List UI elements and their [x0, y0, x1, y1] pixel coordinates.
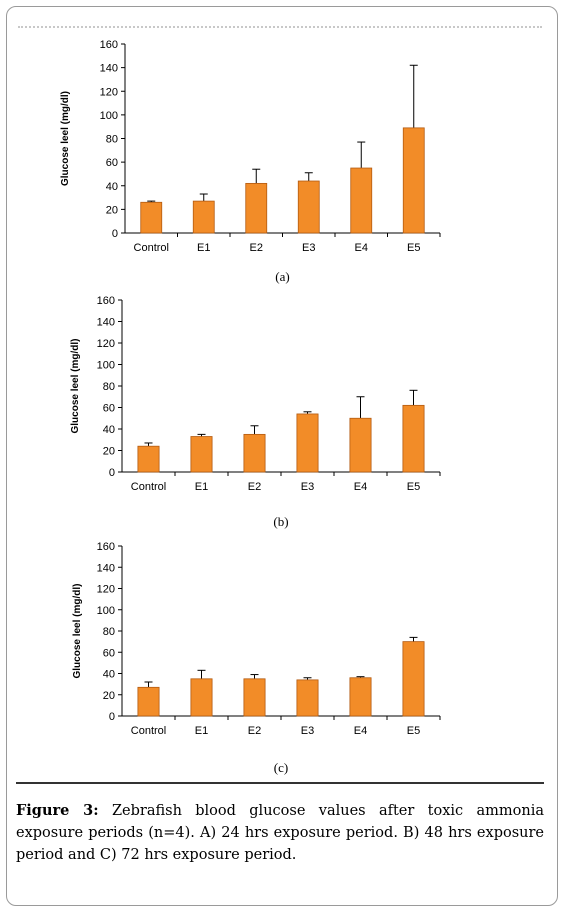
x-tick-label-e2: E2: [250, 242, 263, 254]
y-tick-label: 60: [103, 647, 115, 659]
bar-e4: [349, 417, 372, 473]
y-tick-label: 160: [97, 541, 115, 553]
y-tick-label: 80: [103, 626, 115, 638]
y-tick-label: 20: [103, 690, 115, 702]
x-tick-label-e5: E5: [407, 481, 420, 493]
bar-e5: [402, 641, 425, 717]
x-tick-label-e3: E3: [302, 242, 315, 254]
y-tick-label: 100: [97, 605, 115, 617]
x-tick-label-e1: E1: [197, 242, 210, 254]
y-tick-label: 40: [106, 181, 118, 193]
y-tick-label: 160: [97, 295, 115, 307]
x-tick-label-e4: E4: [354, 725, 367, 737]
caption-rule: [16, 782, 544, 784]
bar-control: [140, 201, 163, 234]
x-tick-label-e5: E5: [407, 242, 420, 254]
bar-e3: [296, 679, 319, 717]
bar-e2: [243, 678, 266, 717]
x-tick-label-e4: E4: [355, 242, 368, 254]
y-tick-label: 60: [103, 403, 115, 415]
y-tick-label: 0: [109, 467, 115, 479]
x-tick-label-e2: E2: [248, 481, 261, 493]
chart-a: 0 20 40 60 80 100 120 140 160 Glucose leel (mg/dl…: [60, 39, 441, 284]
x-tick-label-e3: E3: [301, 481, 314, 493]
bar-control: [137, 686, 160, 717]
y-tick-label: 100: [97, 360, 115, 372]
bar-e2: [245, 182, 268, 234]
y-tick-label: 20: [106, 204, 118, 216]
y-tick-label: 80: [106, 134, 118, 146]
y-tick-label: 140: [97, 317, 115, 329]
bar-e3: [296, 413, 319, 473]
top-dotted-rule: [18, 26, 542, 28]
figure-frame: [6, 6, 558, 906]
caption-label: Figure 3:: [16, 802, 99, 819]
panel-label: (c): [274, 760, 288, 775]
bar-e1: [190, 678, 213, 717]
bar-e3: [297, 180, 320, 234]
x-tick-label-e5: E5: [407, 725, 420, 737]
x-tick-label-control: Control: [131, 725, 166, 737]
chart-c: 0 20 40 60 80 100 120 140 160 Glucose leel (mg/dl…: [72, 541, 441, 775]
y-tick-label: 0: [112, 228, 118, 240]
bar-e1: [192, 200, 215, 234]
y-tick-label: 40: [103, 669, 115, 681]
y-tick-label: 60: [106, 157, 118, 169]
panel-label: (a): [275, 269, 289, 284]
y-axis-label: Glucose leel (mg/dl): [72, 583, 83, 678]
bar-e5: [402, 127, 425, 234]
y-tick-label: 100: [100, 110, 118, 122]
bar-e5: [402, 404, 425, 473]
x-tick-label-e4: E4: [354, 481, 367, 493]
y-tick-label: 140: [97, 562, 115, 574]
y-tick-label: 20: [103, 446, 115, 458]
bar-e1: [190, 436, 213, 473]
x-tick-label-e1: E1: [195, 481, 208, 493]
y-tick-label: 40: [103, 424, 115, 436]
bar-e4: [349, 677, 372, 717]
y-tick-label: 0: [109, 711, 115, 723]
y-tick-label: 140: [100, 63, 118, 75]
y-tick-label: 120: [97, 338, 115, 350]
x-tick-label-e3: E3: [301, 725, 314, 737]
bar-e4: [350, 167, 373, 234]
x-tick-label-control: Control: [134, 242, 169, 254]
x-tick-label-control: Control: [131, 481, 166, 493]
figure-caption: Figure 3: Zebrafish blood glucose values…: [16, 800, 544, 866]
panel-label: (b): [273, 514, 288, 529]
x-tick-label-e2: E2: [248, 725, 261, 737]
y-tick-label: 120: [97, 584, 115, 596]
y-axis-label: Glucose leel (mg/dl): [60, 91, 71, 186]
x-tick-label-e1: E1: [195, 725, 208, 737]
y-tick-label: 120: [100, 86, 118, 98]
bar-e2: [243, 433, 266, 473]
y-axis-label: Glucose leel (mg/dl): [70, 338, 81, 433]
chart-b: 0 20 40 60 80 100 120 140 160 Glucose leel (mg/dl…: [70, 295, 441, 529]
caption-text: Zebrafish blood glucose values after tox…: [16, 803, 544, 863]
bar-control: [137, 445, 160, 473]
y-tick-label: 160: [100, 39, 118, 51]
y-tick-label: 80: [103, 381, 115, 393]
